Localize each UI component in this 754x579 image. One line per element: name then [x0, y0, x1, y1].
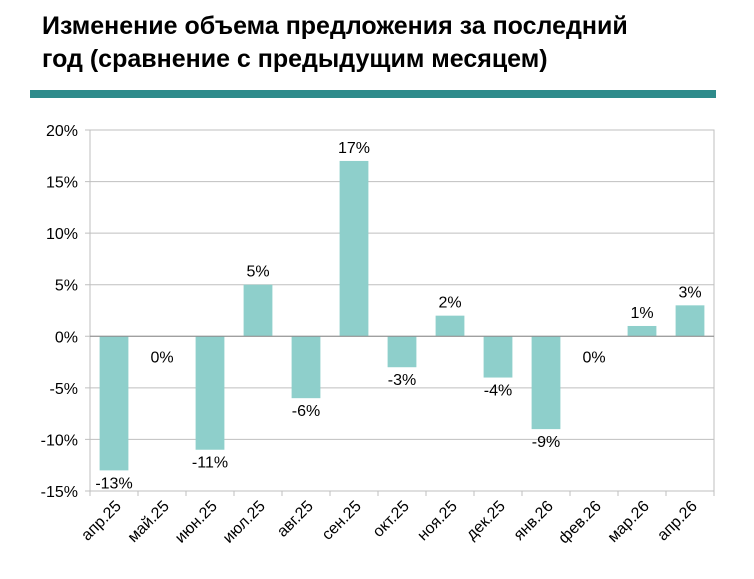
x-tick-label: май.25	[125, 498, 173, 546]
data-label: 17%	[338, 140, 370, 157]
data-label: 1%	[630, 305, 653, 322]
bar	[291, 336, 321, 399]
y-tick-label: -15%	[41, 484, 78, 501]
data-label: 5%	[246, 264, 269, 281]
x-tick-label: мар.26	[605, 498, 653, 546]
x-tick-label: июл.25	[220, 498, 269, 547]
bar	[99, 336, 129, 471]
x-tick-label: апр.25	[78, 498, 125, 545]
bar	[387, 336, 417, 368]
x-tick-label: янв.26	[511, 498, 557, 544]
data-label: 2%	[438, 295, 461, 312]
x-tick-label: сен.25	[319, 498, 365, 544]
bar	[339, 160, 369, 337]
y-tick-label: -10%	[41, 432, 78, 449]
data-label: -6%	[292, 403, 320, 420]
data-label: -9%	[532, 434, 560, 451]
x-tick-label: фев.26	[555, 498, 604, 547]
y-tick-label: 15%	[46, 175, 78, 192]
bar	[531, 336, 561, 430]
chart-title: Изменение объема предложения за последни…	[42, 10, 732, 76]
y-tick-label: 0%	[55, 329, 78, 346]
x-tick-label: ноя.25	[414, 498, 460, 544]
data-label: 3%	[678, 284, 701, 301]
y-tick-label: 20%	[46, 123, 78, 140]
x-tick-label: дек.25	[463, 498, 509, 544]
bar	[435, 315, 465, 337]
x-tick-label: авг.25	[274, 498, 317, 541]
y-tick-label: 5%	[55, 278, 78, 295]
title-line-1: Изменение объема предложения за последни…	[42, 12, 628, 40]
data-label: 0%	[150, 349, 173, 366]
title-divider	[30, 90, 716, 98]
data-label: 0%	[582, 349, 605, 366]
title-line-2: год (сравнение с предыдущим месяцем)	[42, 45, 548, 73]
data-label: -11%	[192, 455, 228, 472]
data-label: -4%	[484, 383, 512, 400]
bar	[483, 336, 513, 378]
y-tick-label: 10%	[46, 226, 78, 243]
bar	[675, 305, 705, 337]
bar	[195, 336, 225, 450]
x-tick-label: апр.26	[654, 498, 701, 545]
bar	[627, 325, 657, 337]
data-label: -3%	[388, 372, 416, 389]
x-tick-label: июн.25	[172, 498, 221, 547]
plot-area	[89, 129, 715, 492]
y-tick-label: -5%	[50, 381, 78, 398]
bar	[243, 284, 273, 337]
x-tick-label: окт.25	[370, 498, 413, 541]
data-label: -13%	[95, 475, 132, 492]
